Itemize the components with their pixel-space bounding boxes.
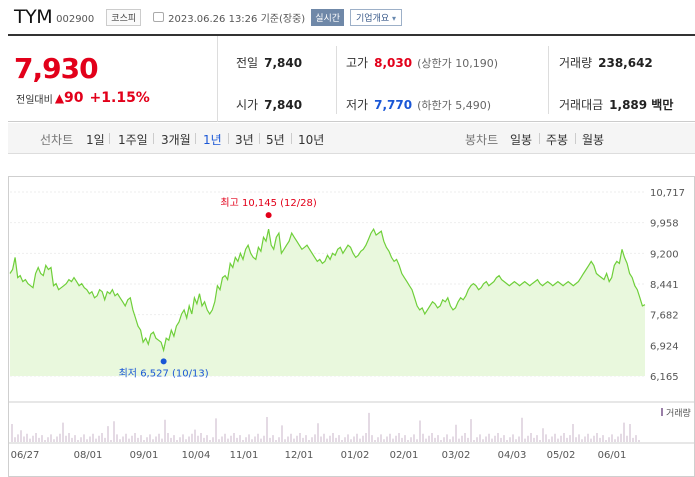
quote-datetime: 2023.06.26 13:26 기준(장중) <box>168 13 306 25</box>
tab-weekly[interactable]: 주봉 <box>546 133 569 147</box>
x-tick-label: 02/01 <box>390 450 419 461</box>
x-tick-label: 06/27 <box>11 450 40 461</box>
market-badge: 코스피 <box>106 8 142 26</box>
stat-low: 저가 7,770 (하한가 5,490) <box>346 96 491 113</box>
tab-1w[interactable]: 1주일 <box>118 133 148 147</box>
price-change: 전일대비 ▲ 90 +1.15% <box>16 90 150 106</box>
tab-monthly[interactable]: 월봉 <box>582 133 605 147</box>
tab-divider <box>575 133 576 144</box>
x-tick-label: 12/01 <box>285 450 314 461</box>
stock-name: TYM <box>14 6 53 28</box>
tab-1d[interactable]: 1일 <box>86 133 105 147</box>
tab-divider <box>259 133 260 144</box>
chart-svg: 10,717 9,958 9,200 8,441 7,682 6,924 6,165 최고 1… <box>8 176 695 477</box>
y-tick-label: 9,200 <box>650 249 679 260</box>
high-annotation: 최고 10,145 (12/28) <box>220 197 316 209</box>
stat-prev-value: 7,840 <box>264 56 303 70</box>
low-annotation: 최저 6,527 (10/13) <box>119 367 209 379</box>
change-percent: +1.15% <box>89 90 150 106</box>
tab-divider <box>228 133 229 144</box>
chevron-down-icon: ▾ <box>392 13 397 23</box>
x-tick-label: 09/01 <box>130 450 159 461</box>
tab-3m[interactable]: 3개월 <box>161 133 191 147</box>
company-info-label: 기업개요 <box>356 13 390 24</box>
header: TYM 002900 코스피 2023.06.26 13:26 기준(장중) 실… <box>0 0 695 34</box>
tab-divider <box>195 133 196 144</box>
x-tick-label: 10/04 <box>182 450 211 461</box>
divider <box>336 46 337 114</box>
y-tick-label: 9,958 <box>650 219 679 230</box>
tab-3y[interactable]: 3년 <box>235 133 254 147</box>
stock-code: 002900 <box>56 14 95 25</box>
tab-5y[interactable]: 5년 <box>266 133 285 147</box>
x-tick-label: 03/02 <box>442 450 471 461</box>
x-tick-label: 04/03 <box>498 450 527 461</box>
divider <box>548 46 549 114</box>
x-tick-label: 08/01 <box>74 450 103 461</box>
x-tick-label: 06/01 <box>598 450 627 461</box>
company-info-dropdown[interactable]: 기업개요 ▾ <box>350 8 403 26</box>
stat-prev: 전일 7,840 <box>236 54 302 71</box>
stat-amount-label: 거래대금 <box>559 98 604 112</box>
tab-divider <box>153 133 154 144</box>
period-tabs: 선차트 1일 1주일 3개월 1년 3년 5년 10년 봉차트 일봉 주봉 월봉 <box>8 123 695 154</box>
high-point-marker <box>265 212 272 219</box>
y-tick-label: 8,441 <box>650 280 679 291</box>
price-panel: 7,930 전일대비 ▲ 90 +1.15% 전일 7,840 고가 8,030… <box>8 34 695 122</box>
stat-volume-value: 238,642 <box>598 56 653 70</box>
tab-1y[interactable]: 1년 <box>203 133 222 147</box>
price-chart[interactable]: 10,717 9,958 9,200 8,441 7,682 6,924 6,165 최고 1… <box>0 176 695 477</box>
stat-volume: 거래량 238,642 <box>559 54 653 71</box>
stat-prev-label: 전일 <box>236 56 259 70</box>
volume-legend-swatch <box>661 408 663 416</box>
realtime-button[interactable]: 실시간 <box>311 8 345 26</box>
change-label: 전일대비 <box>16 94 53 106</box>
tab-divider <box>109 133 110 144</box>
tab-daily[interactable]: 일봉 <box>510 133 533 147</box>
candle-chart-heading: 봉차트 <box>465 133 499 147</box>
stat-open-label: 시가 <box>236 98 259 112</box>
stat-open-value: 7,840 <box>264 98 303 112</box>
lower-limit: (하한가 5,490) <box>417 99 491 112</box>
y-tick-label: 10,717 <box>650 188 685 199</box>
stat-high: 고가 8,030 (상한가 10,190) <box>346 54 498 71</box>
x-tick-label: 05/02 <box>547 450 576 461</box>
change-value: 90 <box>64 90 84 106</box>
stat-low-label: 저가 <box>346 98 369 112</box>
stat-volume-label: 거래량 <box>559 56 593 70</box>
y-tick-label: 6,924 <box>650 341 679 352</box>
stat-open: 시가 7,840 <box>236 96 302 113</box>
x-tick-label: 01/02 <box>341 450 370 461</box>
price-area-fill <box>10 229 645 376</box>
low-point-marker <box>160 358 167 365</box>
tab-10y[interactable]: 10년 <box>298 133 325 147</box>
tab-divider <box>291 133 292 144</box>
tab-divider <box>539 133 540 144</box>
stat-low-value: 7,770 <box>374 98 413 112</box>
stat-amount: 거래대금 1,889 백만 <box>559 96 673 113</box>
clock-icon <box>153 12 165 22</box>
x-tick-label: 11/01 <box>230 450 259 461</box>
up-triangle-icon: ▲ <box>54 91 65 105</box>
current-price-box: 7,930 전일대비 ▲ 90 +1.15% <box>8 36 218 122</box>
stat-amount-value: 1,889 백만 <box>609 98 674 112</box>
y-tick-label: 7,682 <box>650 311 679 322</box>
stat-high-value: 8,030 <box>374 56 413 70</box>
price-line <box>9 227 646 353</box>
y-tick-label: 6,165 <box>650 372 679 383</box>
line-chart-heading: 선차트 <box>40 133 74 147</box>
volume-legend: 거래량 <box>666 407 691 419</box>
current-price: 7,930 <box>14 52 99 85</box>
stat-high-label: 고가 <box>346 56 369 70</box>
upper-limit: (상한가 10,190) <box>417 57 498 70</box>
